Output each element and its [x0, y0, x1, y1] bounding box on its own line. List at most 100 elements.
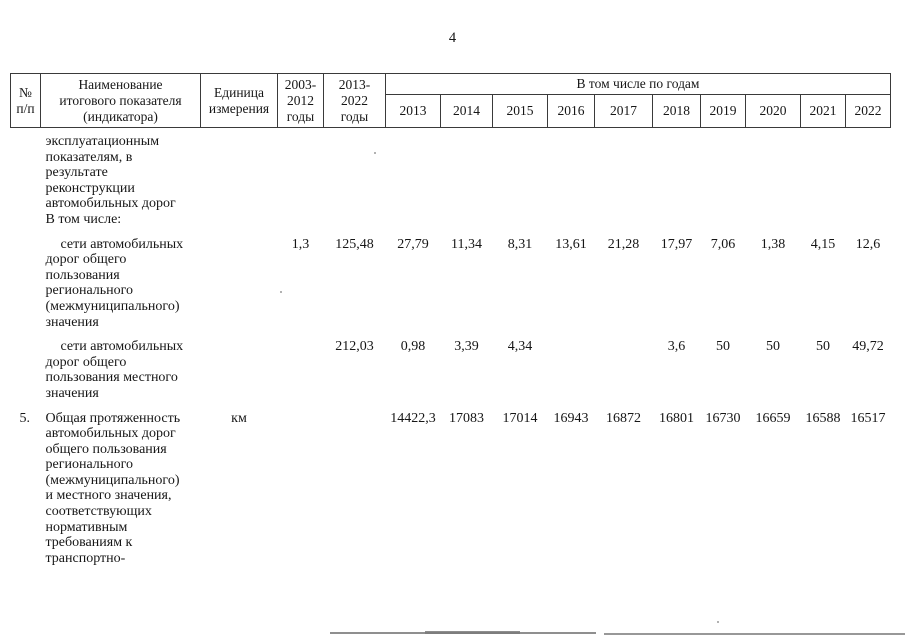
year-value-cell-2013: 27,79: [397, 236, 429, 252]
indicator-name-line: дорог общего: [45, 354, 127, 370]
year-value-cell-2016: [548, 128, 595, 228]
indicator-name-line: (межмуниципального): [45, 298, 180, 314]
indicator-name-cell: сети автомобильных дорог общего пользовани…: [41, 228, 201, 331]
indicator-name-line: соответствующих: [45, 504, 152, 520]
value-2013-2022-cell: 125,48: [335, 236, 374, 252]
year-value-cell-2013: [386, 128, 441, 228]
indicator-name-cell: Общая протяженность автомобильных дорог об…: [41, 402, 201, 567]
year-value-cell-2022: 49,72: [852, 339, 884, 355]
indicators-table: № п/п Наименование итогового показателя …: [10, 73, 891, 566]
year-value-cell-2021: 4,15: [810, 236, 836, 252]
year-value-cell-2017: [595, 330, 653, 401]
indicator-name-line: (межмуниципального): [45, 472, 180, 488]
indicator-name-line: автомобильных дорог: [45, 426, 176, 442]
header-row-years: 2013 2014 2015 2016 2017 2018 2019 2020 …: [11, 94, 891, 128]
year-value-cell-2015: 17014: [502, 410, 538, 426]
indicator-name-line: Общая протяженность: [45, 410, 181, 426]
year-value-cell-2014: 3,39: [454, 339, 479, 355]
year-value-cell-2015: 4,34: [507, 339, 533, 355]
header-year-2020: 2020: [745, 94, 801, 128]
year-value-cell-2015: [493, 128, 548, 228]
header-years-group: В том числе по годам: [385, 73, 891, 95]
indicator-name-cell: эксплуатационным показателям, в результате…: [41, 128, 201, 228]
indicator-name-line: пользования: [45, 267, 120, 283]
value-2003-2012-cell: [278, 402, 324, 567]
scan-speck: [717, 621, 719, 623]
header-year-2022: 2022: [845, 94, 891, 128]
year-value-cell-2020: 1,38: [760, 236, 786, 252]
table-row: сети автомобильных дорог общего пользовани…: [11, 228, 891, 331]
year-value-cell-2021: 50: [816, 339, 830, 355]
unit-cell: км: [231, 410, 247, 426]
indicator-name-line: значения: [45, 314, 99, 330]
header-year-2017: 2017: [594, 94, 653, 128]
indicator-name-cell: сети автомобильных дорог общего пользовани…: [41, 330, 201, 401]
header-year-2016: 2016: [547, 94, 595, 128]
indicator-name-line: нормативным: [45, 519, 128, 535]
year-value-cell-2017: [595, 128, 653, 228]
value-2013-2022-cell: 212,03: [335, 339, 374, 355]
table-row: эксплуатационным показателям, в результате…: [11, 128, 891, 228]
year-value-cell-2018: 3,6: [667, 339, 686, 355]
indicator-name-line: дорог общего: [45, 252, 127, 268]
row-number-cell: 5.: [19, 410, 31, 426]
indicator-name-line: транспортно-: [45, 550, 126, 566]
year-value-cell-2014: [441, 128, 493, 228]
table-row: 5. Общая протяженность автомобильных дорог…: [11, 402, 891, 567]
indicator-name-line: результате: [45, 165, 108, 181]
value-2013-2022-cell: [324, 402, 386, 567]
header-year-2014: 2014: [440, 94, 493, 128]
indicator-name-line: значения: [45, 385, 99, 401]
unit-cell: [201, 128, 278, 228]
year-value-cell-2019: 7,06: [710, 236, 736, 252]
year-value-cell-2020: [746, 128, 801, 228]
year-value-cell-2022: 12,6: [855, 236, 881, 252]
year-value-cell-2018: 17,97: [660, 236, 693, 252]
indicator-name-line: сети автомобильных: [60, 236, 184, 252]
header-unit: Единица измерения: [200, 73, 278, 128]
value-2003-2012-cell: 1,3: [291, 236, 310, 252]
indicator-name-line: реконструкции: [45, 180, 135, 196]
indicator-name-line: эксплуатационным: [45, 134, 160, 149]
year-value-cell-2017: 16872: [606, 410, 641, 426]
year-value-cell-2013: 14422,3: [390, 410, 436, 426]
row-number-cell: [11, 228, 41, 331]
next-table-top-border-right: [604, 633, 905, 635]
header-year-2015: 2015: [492, 94, 548, 128]
value-2013-2022-cell: [324, 128, 386, 228]
year-value-cell-2014: 11,34: [451, 236, 482, 252]
value-2003-2012-cell: [278, 128, 324, 228]
year-value-cell-2022: 16517: [850, 410, 886, 426]
year-value-cell-2013: 0,98: [400, 339, 426, 355]
value-2003-2012-cell: [278, 330, 324, 401]
year-value-cell-2016: [548, 330, 595, 401]
next-table-top-border-dark: [425, 631, 520, 634]
header-name: Наименование итогового показателя (индик…: [40, 73, 201, 128]
year-value-cell-2021: 16588: [805, 410, 841, 426]
year-value-cell-2015: 8,31: [507, 236, 533, 252]
header-year-2013: 2013: [385, 94, 441, 128]
indicator-name-line: общего пользования: [45, 441, 167, 457]
year-value-cell-2018: 16801: [659, 410, 694, 426]
year-value-cell-2016: 13,61: [555, 236, 587, 252]
scan-speck: [280, 291, 282, 293]
header-num: № п/п: [10, 73, 41, 128]
unit-cell: [201, 228, 278, 331]
year-value-cell-2020: 50: [766, 339, 780, 355]
year-value-cell-2019: [701, 128, 746, 228]
indicator-name-line: и местного значения,: [45, 488, 172, 504]
header-row-top: № п/п Наименование итогового показателя …: [10, 73, 891, 128]
scan-speck: [374, 152, 376, 154]
year-value-cell-2022: [846, 128, 891, 228]
table-header: № п/п Наименование итогового показателя …: [10, 73, 891, 128]
indicator-name-line: сети автомобильных: [60, 339, 184, 355]
header-year-2021: 2021: [800, 94, 846, 128]
indicator-name-line: показателям, в: [45, 149, 133, 165]
year-value-cell-2017: 21,28: [607, 236, 640, 252]
indicator-name-line: требованиям к: [45, 535, 133, 551]
row-number-cell: [11, 128, 41, 228]
header-year-2019: 2019: [700, 94, 746, 128]
header-year-2018: 2018: [652, 94, 701, 128]
table-row: сети автомобильных дорог общего пользовани…: [11, 330, 891, 401]
indicator-name-line: регионального: [45, 457, 134, 473]
